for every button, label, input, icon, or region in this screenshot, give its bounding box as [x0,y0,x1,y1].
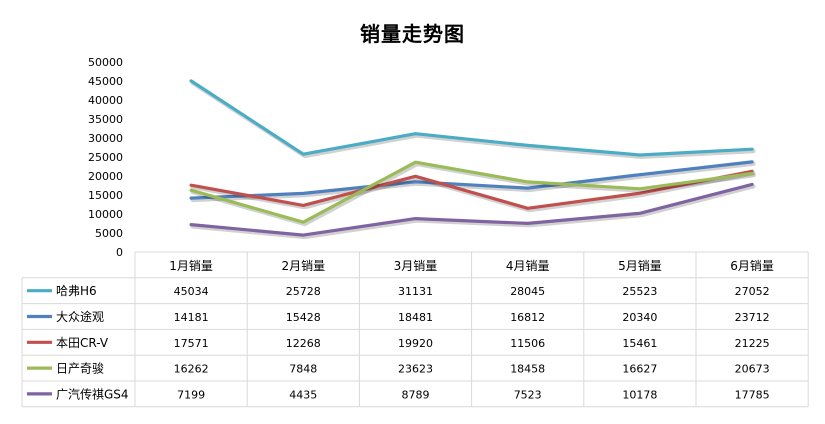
data-value: 16262 [174,363,209,376]
data-value: 17785 [735,388,770,401]
y-tick-label: 40000 [88,94,123,107]
data-value: 23712 [735,311,770,324]
data-value: 21225 [735,337,770,350]
data-value: 7523 [514,388,542,401]
data-value: 18458 [510,363,545,376]
data-value: 12268 [286,337,321,350]
y-tick-label: 15000 [88,189,123,202]
data-value: 17571 [174,337,209,350]
category-label: 4月销量 [506,259,550,273]
series-label: 日产奇骏 [56,362,104,376]
data-value: 8789 [402,388,430,401]
data-value: 7199 [177,388,205,401]
y-tick-label: 20000 [88,170,123,183]
series-line [189,182,754,237]
category-label: 5月销量 [618,259,662,273]
y-tick-label: 5000 [95,227,123,240]
chart-title: 销量走势图 [360,22,465,46]
data-value: 31131 [398,285,433,298]
data-value: 15461 [622,337,657,350]
series-line-shadow [190,184,756,240]
y-tick-label: 35000 [88,113,123,126]
y-tick-label: 30000 [88,132,123,145]
y-tick-label: 10000 [88,208,123,221]
data-value: 14181 [174,311,209,324]
data-value: 45034 [174,285,209,298]
series-label: 大众途观 [56,309,104,324]
data-value: 20673 [735,363,770,376]
category-label: 3月销量 [394,259,438,273]
data-value: 15428 [286,311,321,324]
y-tick-label: 25000 [88,151,123,164]
y-tick-label: 0 [116,246,123,259]
data-value: 16627 [622,363,657,376]
data-value: 4435 [289,388,317,401]
y-tick-label: 45000 [88,75,123,88]
data-value: 11506 [510,337,545,350]
data-value: 20340 [622,311,657,324]
data-value: 16812 [510,311,545,324]
data-value: 19920 [398,337,433,350]
series-label: 本田CR-V [56,336,109,350]
data-value: 25728 [286,285,321,298]
series-label: 广汽传祺GS4 [56,386,129,401]
series-label: 哈弗H6 [56,284,97,298]
data-value: 25523 [622,285,657,298]
y-tick-label: 50000 [88,56,123,69]
data-value: 23623 [398,363,433,376]
category-label: 2月销量 [281,259,325,273]
data-value: 7848 [289,363,317,376]
series-line-shadow [190,80,756,159]
series-line [189,160,754,224]
data-value: 27052 [735,285,770,298]
data-value: 28045 [510,285,545,298]
series-line [189,169,754,210]
series-line-shadow [190,161,756,203]
data-value: 10178 [622,388,657,401]
category-label: 1月销量 [169,259,213,273]
data-value: 18481 [398,311,433,324]
series-line [189,160,754,200]
series-line [189,79,754,157]
category-label: 6月销量 [730,259,774,273]
